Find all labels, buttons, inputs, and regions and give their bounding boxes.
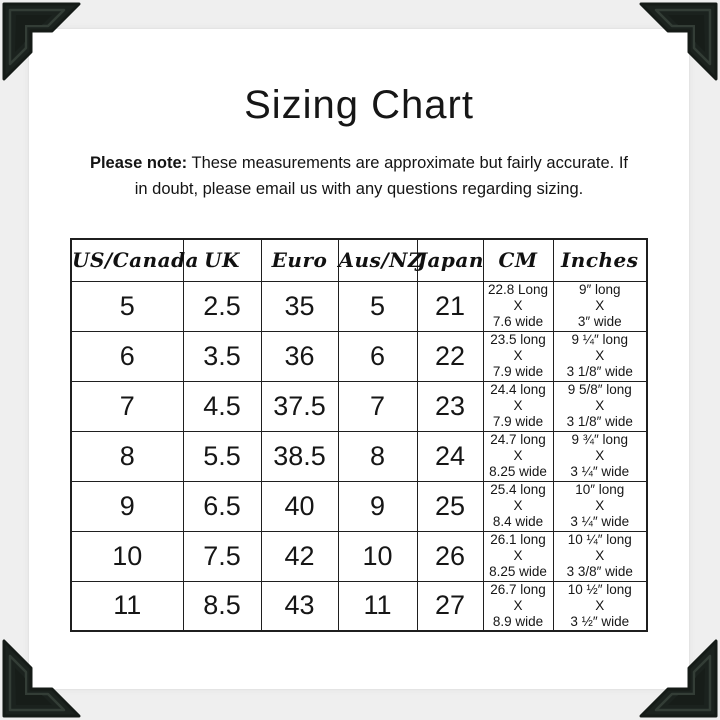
size-cell: 5 [70,280,184,332]
size-cell: 5.5 [182,430,262,482]
column-header: Euro [260,238,339,282]
size-cell: 36 [260,330,339,382]
size-cell: 7 [337,380,418,432]
measurement-cell: 26.7 long X 8.9 wide [482,580,554,632]
size-cell: 10 [337,530,418,582]
size-cell: 37.5 [260,380,339,432]
measurement-cell: 9 ¾″ long X 3 ¼″ wide [552,430,648,482]
column-header: Aus/NZ [337,238,423,282]
note: Please note: These measurements are appr… [85,151,633,202]
size-cell: 5 [337,280,418,332]
measurement-cell: 10 ¼″ long X 3 3/8″ wide [552,530,648,582]
measurement-cell: 22.8 Long X 7.6 wide [482,280,554,332]
size-cell: 7.5 [182,530,262,582]
size-cell: 42 [260,530,339,582]
column-header: Inches [552,238,648,282]
measurement-cell: 9 ¼″ long X 3 1/8″ wide [552,330,648,382]
size-cell: 26 [416,530,484,582]
table-row: 10 7.5 42 10 26 26.1 long X 8.25 wide 10 ¼″ lo… [70,530,648,582]
size-cell: 9 [70,480,184,532]
size-cell: 27 [416,580,484,632]
column-header: US/Canada [70,238,199,282]
size-cell: 40 [260,480,339,532]
size-cell: 8 [337,430,418,482]
size-cell: 22 [416,330,484,382]
size-cell: 23 [416,380,484,432]
measurement-cell: 24.4 long X 7.9 wide [482,380,554,432]
table-row: 8 5.5 38.5 8 24 24.7 long X 8.25 wide 9 ¾″ lon… [70,430,648,482]
size-cell: 7 [70,380,184,432]
table-row: 11 8.5 43 11 27 26.7 long X 8.9 wide 10 ½″ lon… [70,580,648,632]
size-cell: 35 [260,280,339,332]
page-title: Sizing Chart [244,83,474,127]
size-cell: 6 [70,330,184,382]
measurement-cell: 26.1 long X 8.25 wide [482,530,554,582]
size-cell: 11 [337,580,418,632]
size-cell: 2.5 [182,280,262,332]
measurement-cell: 9″ long X 3″ wide [552,280,648,332]
size-cell: 24 [416,430,484,482]
photo-corner-icon [2,639,81,718]
measurement-cell: 10″ long X 3 ¼″ wide [552,480,648,532]
size-cell: 9 [337,480,418,532]
size-table-body: 5 2.5 35 5 21 22.8 Long X 7.6 wide 9″ long X 3… [70,280,648,632]
note-body: These measurements are approximate but f… [134,154,629,198]
size-cell: 21 [416,280,484,332]
photo-corner-icon [2,2,81,81]
column-header: CM [482,238,554,282]
table-row: 6 3.5 36 6 22 23.5 long X 7.9 wide 9 ¼″ long X… [70,330,648,382]
size-cell: 3.5 [182,330,262,382]
note-label: Please note: [89,154,188,172]
measurement-cell: 23.5 long X 7.9 wide [482,330,554,382]
column-header: Japan [416,238,484,282]
size-cell: 6.5 [182,480,262,532]
table-row: 7 4.5 37.5 7 23 24.4 long X 7.9 wide 9 5/8″ lo… [70,380,648,432]
photo-corner-icon [639,2,718,81]
size-cell: 6 [337,330,418,382]
size-cell: 10 [70,530,184,582]
measurement-cell: 25.4 long X 8.4 wide [482,480,554,532]
size-cell: 8.5 [182,580,262,632]
photo-corner-icon [639,639,718,718]
size-cell: 43 [260,580,339,632]
header-row: US/Canada UK Euro Aus/NZ Japan CM Inches [70,238,648,282]
measurement-cell: 10 ½″ long X 3 ½″ wide [552,580,648,632]
size-cell: 4.5 [182,380,262,432]
measurement-cell: 9 5/8″ long X 3 1/8″ wide [552,380,648,432]
size-cell: 25 [416,480,484,532]
card: Sizing Chart Please note: These measurem… [28,28,690,690]
size-cell: 11 [70,580,184,632]
measurement-cell: 24.7 long X 8.25 wide [482,430,554,482]
size-cell: 8 [70,430,184,482]
sizing-table: US/Canada UK Euro Aus/NZ Japan CM Inches 5 2.5 3… [70,238,648,633]
size-cell: 38.5 [260,430,339,482]
table-row: 5 2.5 35 5 21 22.8 Long X 7.6 wide 9″ long X 3… [70,280,648,332]
table-row: 9 6.5 40 9 25 25.4 long X 8.4 wide 10″ long X … [70,480,648,532]
